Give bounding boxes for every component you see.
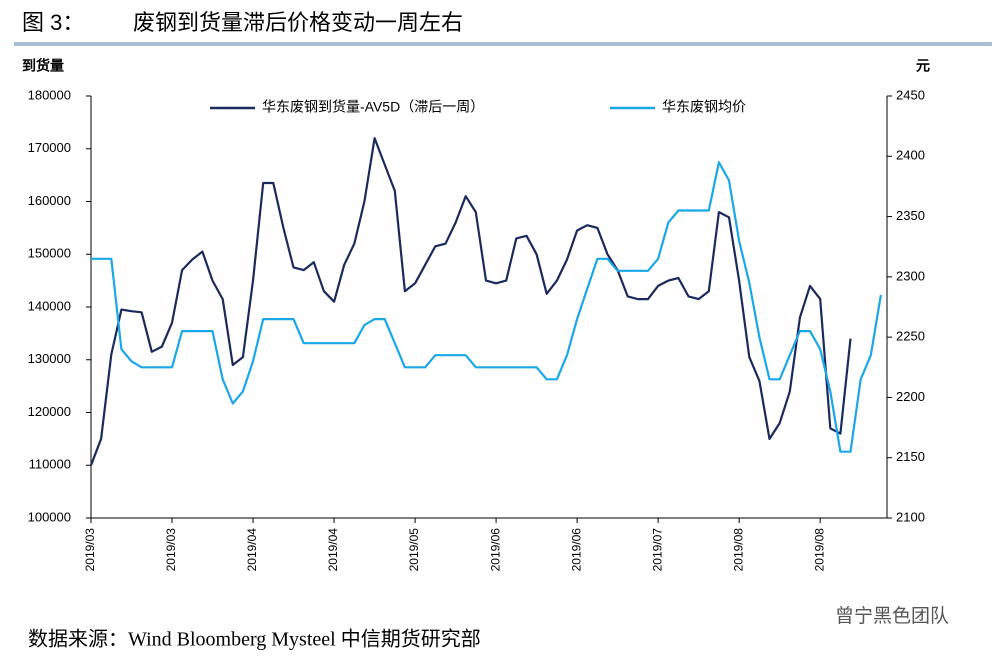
- y2-tick-label: 2100: [896, 509, 925, 524]
- x-tick-label: 2019/08: [731, 528, 745, 572]
- series-line: [91, 161, 882, 453]
- x-tick-label: 2019/03: [83, 528, 97, 572]
- watermark: 曾宁黑色团队: [835, 605, 949, 627]
- y-tick-label: 130000: [28, 351, 71, 366]
- y2-tick-label: 2350: [896, 208, 925, 223]
- legend-label: 华东废钢到货量-AV5D（滞后一周）: [262, 99, 484, 115]
- y-tick-label: 150000: [28, 246, 71, 261]
- x-tick-label: 2019/05: [407, 528, 421, 572]
- x-tick-label: 2019/03: [164, 528, 178, 572]
- y-tick-label: 180000: [28, 87, 71, 102]
- y-tick-label: 110000: [29, 457, 71, 472]
- y-tick-label: 160000: [28, 193, 71, 208]
- y-tick-label: 140000: [28, 298, 71, 313]
- y2-tick-label: 2300: [896, 268, 925, 283]
- x-tick-label: 2019/07: [650, 528, 664, 572]
- source: 数据来源：Wind Bloomberg Mysteel 中信期货研究部: [28, 628, 481, 651]
- y2-tick-label: 2450: [896, 87, 925, 102]
- y-tick-label: 100000: [28, 509, 71, 524]
- series-line: [89, 137, 852, 466]
- x-tick-label: 2019/06: [569, 528, 583, 572]
- y2-tick-label: 2400: [896, 148, 925, 163]
- y2-tick-label: 2250: [896, 329, 925, 344]
- y2-tick-label: 2150: [896, 449, 925, 464]
- y2-axis-label: 元: [916, 58, 930, 74]
- chart-title: 废钢到货量滞后价格变动一周左右: [133, 10, 463, 35]
- title-rule: [14, 42, 992, 46]
- legend-label: 华东废钢均价: [662, 99, 746, 115]
- x-tick-label: 2019/06: [488, 528, 502, 572]
- y-tick-label: 170000: [28, 140, 71, 155]
- y2-tick-label: 2200: [896, 389, 925, 404]
- y-tick-label: 120000: [28, 404, 71, 419]
- x-tick-label: 2019/08: [812, 528, 826, 572]
- x-tick-label: 2019/04: [245, 528, 259, 572]
- figure-label: 图 3：: [22, 10, 84, 35]
- x-tick-label: 2019/04: [326, 528, 340, 572]
- y-axis-label: 到货量: [22, 58, 64, 74]
